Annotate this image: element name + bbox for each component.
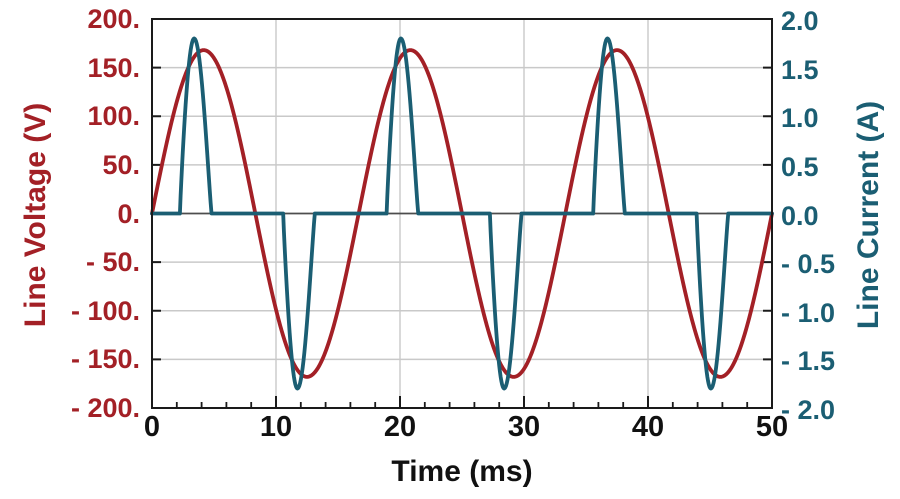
y-left-tick-label: - 200. <box>70 393 140 423</box>
y-left-tick-label: 100. <box>87 101 140 132</box>
y-left-tick-label: 150. <box>87 52 140 83</box>
y-right-tick-label: 2.0 <box>781 6 819 36</box>
y-right-tick-label: - 1.0 <box>781 297 836 328</box>
y-right-tick-label: - 0.5 <box>781 249 836 280</box>
x-tick-label: 20 <box>383 411 417 443</box>
x-tick-label: 50 <box>755 411 789 443</box>
y-left-tick-label: - 100. <box>70 295 140 326</box>
y-left-tick-label: 50. <box>102 149 140 180</box>
right-axis-title: Line Current (A) <box>852 100 885 330</box>
y-right-tick-label: 0.0 <box>781 200 819 231</box>
current-series-line <box>150 36 774 391</box>
y-right-tick-label: - 2.0 <box>781 395 836 425</box>
x-axis-title: Time (ms) <box>391 455 533 488</box>
left-axis-title: Line Voltage (V) <box>19 102 52 328</box>
x-tick-label: 10 <box>259 411 293 443</box>
y-left-tick-label: 200. <box>87 4 140 34</box>
y-left-tick-label: - 50. <box>85 247 140 278</box>
x-tick-label: 40 <box>631 411 665 443</box>
plot-border <box>151 18 773 409</box>
y-right-tick-label: 1.0 <box>781 103 819 134</box>
y-left-tick-label: - 150. <box>70 344 140 375</box>
y-right-tick-label: - 1.5 <box>781 346 836 377</box>
y-right-tick-label: 0.5 <box>781 151 819 182</box>
x-tick-label: 0 <box>143 411 161 443</box>
y-left-tick-label: 0. <box>117 198 140 229</box>
x-tick-label: 30 <box>507 411 541 443</box>
y-right-tick-label: 1.5 <box>781 54 819 85</box>
